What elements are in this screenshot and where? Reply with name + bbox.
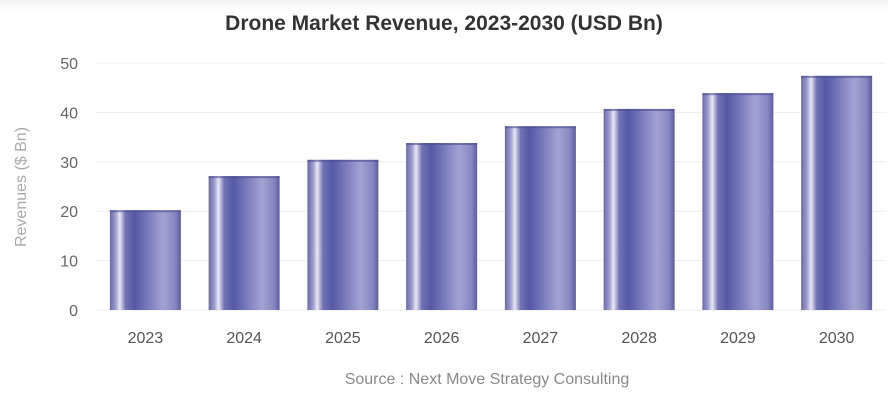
bar-top-edge	[603, 108, 675, 111]
bar-top-edge	[504, 126, 576, 129]
bar-2024	[208, 176, 280, 310]
x-tick-label: 2029	[720, 330, 756, 347]
bar-2026	[406, 143, 478, 310]
bar-2023	[109, 210, 181, 310]
bar-top-edge	[109, 210, 181, 213]
y-tick-label: 10	[60, 254, 78, 271]
chart-title: Drone Market Revenue, 2023-2030 (USD Bn)	[225, 12, 663, 35]
y-tick-label: 30	[60, 155, 78, 172]
bar-top-edge	[406, 143, 478, 146]
bar-2028	[603, 108, 675, 310]
bar-top-edge	[208, 176, 280, 179]
y-axis-label: Revenues ($ Bn)	[13, 127, 30, 247]
x-tick-label: 2024	[226, 330, 262, 347]
source-note: Source : Next Move Strategy Consulting	[344, 371, 630, 388]
bar-top-edge	[702, 93, 774, 96]
x-tick-label: 2028	[621, 330, 657, 347]
x-tick-label: 2023	[128, 330, 164, 347]
bar-top-edge	[801, 75, 873, 78]
y-tick-label: 20	[60, 204, 78, 221]
x-tick-label: 2030	[819, 330, 855, 347]
x-tick-label: 2026	[424, 330, 460, 347]
y-tick-label: 0	[69, 303, 78, 320]
x-tick-label: 2025	[325, 330, 361, 347]
bar-2027	[504, 126, 576, 311]
x-tick-label: 2027	[523, 330, 559, 347]
bar-top-edge	[307, 159, 379, 162]
y-tick-label: 40	[60, 105, 78, 122]
bar-2029	[702, 93, 774, 310]
y-tick-label: 50	[60, 56, 78, 73]
bar-2025	[307, 159, 379, 310]
bar-2030	[801, 75, 873, 311]
